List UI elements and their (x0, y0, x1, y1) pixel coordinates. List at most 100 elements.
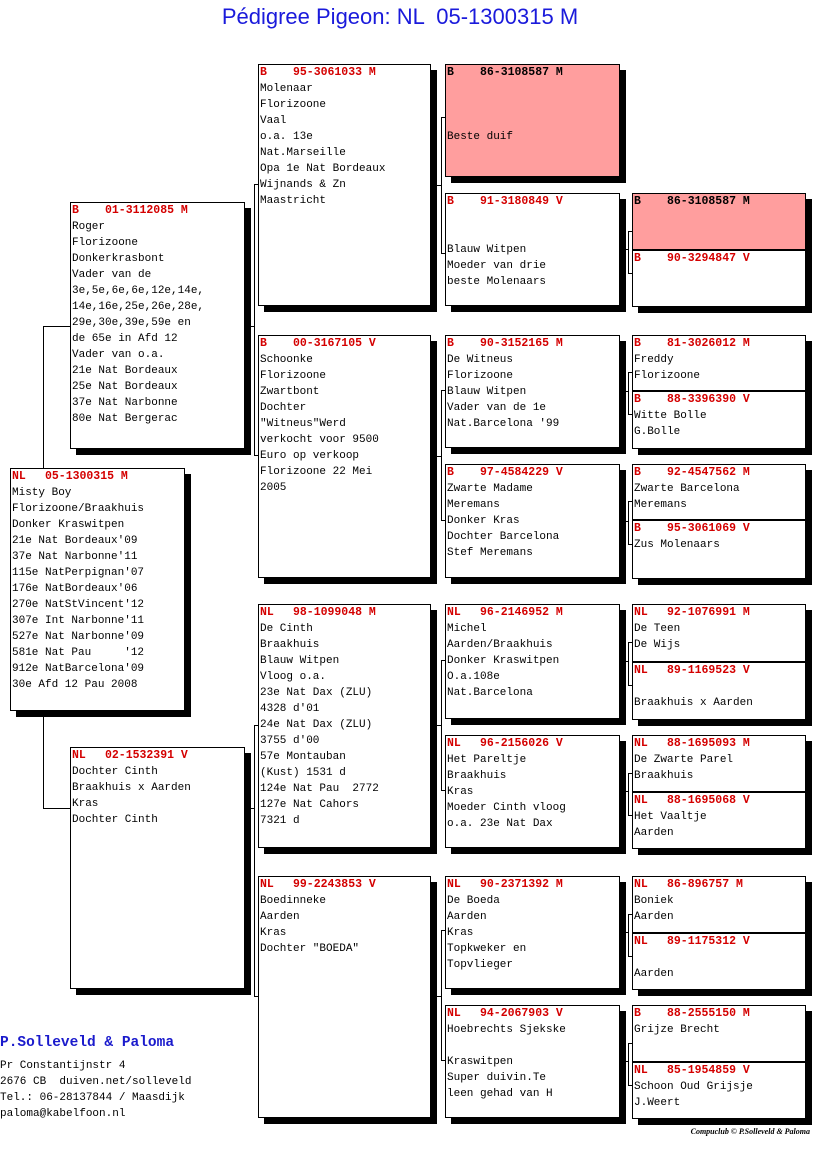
ring-header: B 90-3294847 V (633, 251, 805, 267)
pigeon-info-line: 127e Nat Cahors (260, 799, 360, 811)
pigeon-info-line (633, 679, 805, 695)
country-code: NL (260, 878, 274, 891)
pigeon-info-line: 581e Nat Pau '12 (12, 647, 145, 659)
pigeon-info-line: De Wijs (634, 639, 681, 651)
pigeon-card-gen4[interactable]: B 86-3108587 M (632, 193, 806, 250)
pigeon-info-line: 124e Nat Pau 2772 (260, 783, 379, 795)
country-code: NL (447, 1007, 461, 1020)
pigeon-info-line: Zwartbont (260, 386, 320, 398)
pigeon-card-gen4[interactable]: NL 92-1076991 M De Teen De Wijs (632, 604, 806, 662)
connector-line (628, 544, 632, 545)
connector-line (43, 710, 44, 808)
connector-line (441, 660, 445, 661)
ring-header: B 91-3180849 V (446, 194, 619, 210)
pigeon-info-line: Vaal (260, 115, 287, 127)
pigeon-info-line: Roger (72, 221, 106, 233)
pigeon-info-line: Aarden (634, 968, 674, 980)
connector-line (628, 372, 629, 414)
pigeon-card-great-grandparent[interactable]: NL 96-2156026 V Het Pareltje Braakhuis Kras M… (445, 735, 620, 848)
ring-header: NL 96-2146952 M (446, 605, 619, 621)
pigeon-card-gen4[interactable]: B 95-3061069 V Zus Molenaars (632, 520, 806, 579)
country-code: NL (634, 1064, 648, 1077)
pigeon-card-gen4[interactable]: NL 86-896757 M Boniek Aarden (632, 876, 806, 933)
connector-line (628, 914, 632, 915)
pigeon-card-gen4[interactable]: NL 85-1954859 V Schoon Oud Grijsje J.Weert (632, 1062, 806, 1119)
pigeon-info-line: Het Pareltje (447, 754, 527, 766)
country-code: B (260, 337, 267, 350)
pigeon-card-gen4[interactable]: B 88-2555150 M Grijze Brecht (632, 1005, 806, 1062)
pigeon-info-line (633, 950, 805, 966)
ring-number: 85-1954859 V (667, 1064, 750, 1077)
pigeon-info-line: Braakhuis x Aarden (72, 782, 191, 794)
pigeon-card-great-grandparent[interactable]: NL 96-2146952 M Michel Aarden/Braakhuis Donk… (445, 604, 620, 719)
pigeon-card-subject[interactable]: NL 05-1300315 M Misty Boy Florizoone/Braakh… (10, 468, 185, 711)
connector-line (43, 808, 70, 809)
connector-line (628, 956, 632, 957)
connector-line (441, 660, 442, 790)
ring-number: 88-2555150 M (667, 1007, 750, 1020)
pigeon-info-line: 7321 d (260, 815, 300, 827)
connector-line (628, 773, 629, 815)
pigeon-info-line: Donker Kras (447, 515, 520, 527)
ring-header: B 86-3108587 M (633, 194, 805, 210)
pigeon-card-gen4[interactable]: B 81-3026012 M Freddy Florizoone (632, 335, 806, 391)
country-code: B (634, 252, 641, 265)
pigeon-card-grandparent[interactable]: B 00-3167105 V Schoonke Florizoone Zwartbont… (258, 335, 431, 578)
pigeon-card-gen4[interactable]: NL 89-1175312 V Aarden (632, 933, 806, 990)
pigeon-info-line: Meremans (447, 499, 500, 511)
pigeon-info-line: 527e Nat Narbonne'09 (12, 631, 145, 643)
connector-line (441, 390, 445, 391)
pigeon-card-great-grandparent[interactable]: NL 94-2067903 V Hoebrechts Sjekske Kraswitp… (445, 1005, 620, 1118)
pigeon-card-gen4[interactable]: B 88-3396390 V Witte Bolle G.Bolle (632, 391, 806, 449)
ring-number: 99-2243853 V (293, 878, 376, 891)
pigeon-info-line: Molenaar (260, 83, 313, 95)
pigeon-card-sire[interactable]: B 01-3112085 M Roger Florizoone Donkerkrasbo… (70, 202, 245, 449)
pigeon-info-line: Wijnands & Zn (260, 179, 346, 191)
connector-line (628, 231, 632, 232)
pigeon-card-gen4[interactable]: NL 88-1695093 M De Zwarte Parel Braakhuis (632, 735, 806, 792)
ring-number: 88-3396390 V (667, 393, 750, 406)
pigeon-info-line: Nat.Barcelona '99 (447, 418, 560, 430)
pigeon-info-line: 30e Afd 12 Pau 2008 (12, 679, 138, 691)
country-code: NL (447, 737, 461, 750)
pigeon-card-dam[interactable]: NL 02-1532391 V Dochter Cinth Braakhuis x A… (70, 747, 245, 989)
pigeon-card-grandparent[interactable]: B 95-3061033 M Molenaar Florizoone Vaal o.a. … (258, 64, 431, 306)
ring-header: NL 99-2243853 V (259, 877, 430, 893)
pigeon-info-line: De Cinth (260, 623, 313, 635)
pigeon-card-gen4[interactable]: B 92-4547562 M Zwarte Barcelona Meremans (632, 464, 806, 520)
pigeon-card-great-grandparent[interactable]: NL 90-2371392 M De Boeda Aarden Kras Topkweke… (445, 876, 620, 989)
pigeon-info-line: Michel (447, 623, 487, 635)
pigeon-info-line: J.Weert (634, 1097, 681, 1109)
pigeon-info-line: Aarden (447, 911, 487, 923)
connector-line (619, 249, 628, 250)
ring-number: 95-3061033 M (293, 66, 376, 79)
pigeon-info-line: Kras (447, 786, 474, 798)
pigeon-card-great-grandparent[interactable]: B 86-3108587 M Beste duif (445, 64, 620, 177)
pigeon-info-line: 23e Nat Dax (ZLU) (260, 687, 373, 699)
pigeon-info-line: Dochter "BOEDA" (260, 943, 360, 955)
pigeon-info-line: Florizoone (634, 370, 701, 382)
pigeon-card-grandparent[interactable]: NL 98-1099048 M De Cinth Braakhuis Blauw Wit… (258, 604, 431, 848)
pigeon-card-gen4[interactable]: NL 88-1695068 V Het Vaaltje Aarden (632, 792, 806, 849)
pigeon-card-great-grandparent[interactable]: B 91-3180849 V Blauw Witpen Moeder van drie… (445, 193, 620, 306)
pigeon-info-line: Moeder Cinth vloog (447, 802, 566, 814)
ring-number: 96-2156026 V (480, 737, 563, 750)
connector-line (441, 930, 445, 931)
ring-header: NL 89-1175312 V (633, 934, 805, 950)
pigeon-card-gen4[interactable]: B 90-3294847 V (632, 250, 806, 307)
address-line: Pr Constantijnstr 4 (0, 1060, 126, 1072)
country-code: NL (72, 749, 86, 762)
pigeon-card-great-grandparent[interactable]: B 90-3152165 M De Witneus Florizoone Blauw W… (445, 335, 620, 448)
pigeon-info-line: De Boeda (447, 895, 500, 907)
pigeon-info-line: Meremans (634, 499, 687, 511)
ring-number: 05-1300315 M (45, 470, 128, 483)
pigeon-info-line: 29e,30e,39e,59e en (72, 317, 191, 329)
pigeon-card-grandparent[interactable]: NL 99-2243853 V Boedinneke Aarden Kras Dochte… (258, 876, 431, 1118)
ring-number: 96-2146952 M (480, 606, 563, 619)
pigeon-card-gen4[interactable]: NL 89-1169523 V Braakhuis x Aarden (632, 662, 806, 720)
ring-header: NL 85-1954859 V (633, 1063, 805, 1079)
pigeon-info-line: Blauw Witpen (447, 386, 527, 398)
pigeon-info-line: 176e NatBordeaux'06 (12, 583, 138, 595)
pigeon-info-line: Vloog o.a. (260, 671, 327, 683)
pigeon-card-great-grandparent[interactable]: B 97-4584229 V Zwarte Madame Meremans Donker… (445, 464, 620, 578)
